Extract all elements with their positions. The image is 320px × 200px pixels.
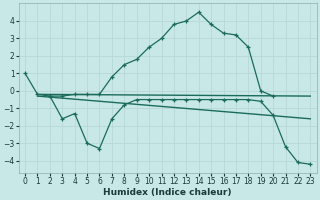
X-axis label: Humidex (Indice chaleur): Humidex (Indice chaleur)	[103, 188, 232, 197]
